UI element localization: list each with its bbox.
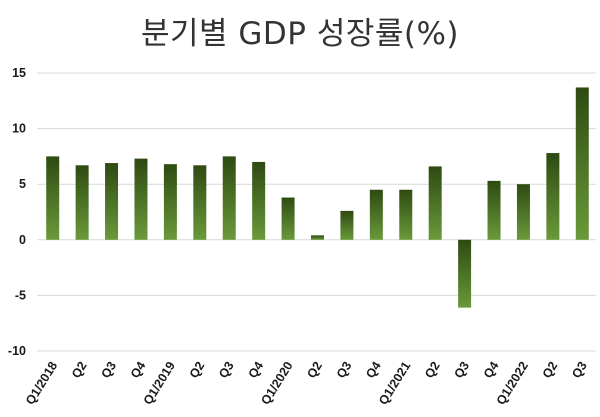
bar: [458, 239, 472, 308]
x-tick-label: Q4: [245, 359, 266, 381]
bar: [222, 156, 236, 240]
y-tick-label: 5: [19, 177, 26, 191]
bar: [46, 156, 60, 240]
y-tick-label: 10: [12, 122, 26, 136]
x-tick-label: Q2: [540, 359, 561, 381]
y-tick-label: 15: [12, 66, 26, 80]
bar: [281, 197, 295, 240]
x-tick-label: Q2: [69, 359, 90, 381]
x-tick-label: Q3: [98, 359, 119, 381]
x-tick-label: Q2: [304, 359, 325, 381]
bar: [193, 165, 207, 240]
bar: [516, 184, 530, 240]
y-tick-label: -5: [15, 288, 26, 302]
bar: [340, 210, 354, 240]
bar: [252, 161, 266, 240]
x-tick-label: Q2: [187, 359, 208, 381]
chart-title: 분기별 GDP 성장률(%): [140, 16, 460, 52]
bar: [399, 189, 413, 240]
x-tick-label: Q1/2018: [23, 359, 60, 407]
x-tick-label: Q3: [334, 359, 355, 381]
bar: [487, 180, 501, 240]
bar: [163, 164, 177, 240]
x-tick-label: Q2: [422, 359, 443, 381]
bar: [575, 87, 589, 240]
bar: [134, 158, 148, 240]
x-tick-label: Q3: [216, 359, 237, 381]
x-tick-label: Q4: [363, 359, 384, 381]
bar: [75, 165, 89, 240]
bar: [428, 166, 442, 240]
x-tick-label: Q4: [481, 359, 502, 381]
bar: [311, 235, 324, 240]
bar: [105, 163, 119, 240]
x-tick-label: Q3: [569, 359, 590, 381]
y-tick-label: 0: [19, 233, 26, 247]
bar: [369, 189, 383, 240]
x-tick-label: Q3: [451, 359, 472, 381]
y-tick-label: -10: [8, 344, 26, 358]
bar: [546, 153, 560, 240]
x-tick-label: Q4: [128, 359, 149, 381]
